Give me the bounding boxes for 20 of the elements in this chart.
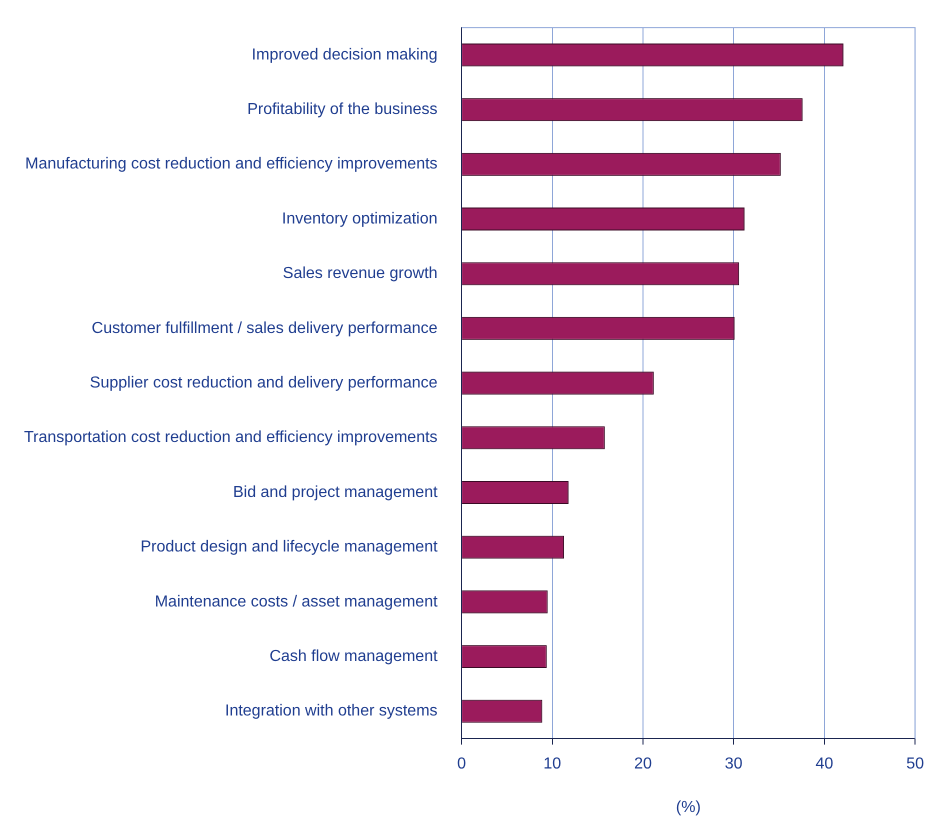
y-tick-label: Bid and project management bbox=[232, 484, 438, 501]
x-tick-label: 30 bbox=[724, 756, 743, 773]
y-tick-label: Maintenance costs / asset management bbox=[154, 593, 438, 610]
x-axis-title: (%) bbox=[676, 798, 701, 816]
y-tick-label: Manufacturing cost reduction and efficiency improvements bbox=[25, 156, 438, 173]
x-tick-label: 10 bbox=[543, 756, 562, 773]
y-tick-label: Cash flow management bbox=[269, 648, 438, 665]
y-tick-label: Supplier cost reduction and delivery performance bbox=[90, 374, 438, 392]
x-tick-label: 20 bbox=[634, 756, 652, 773]
y-tick-label: Customer fulfillment / sales delivery performance bbox=[92, 320, 438, 337]
y-tick-label: Improved decision making bbox=[252, 46, 438, 64]
y-tick-label: Profitability of the business bbox=[247, 101, 438, 118]
y-tick-label: Product design and lifecycle management bbox=[140, 538, 438, 556]
y-tick-label: Integration with other systems bbox=[224, 702, 438, 720]
x-tick-label: 50 bbox=[906, 756, 924, 773]
x-tick-label: 0 bbox=[457, 756, 466, 773]
x-tick-label: 40 bbox=[815, 756, 834, 773]
y-tick-label: Sales revenue growth bbox=[282, 265, 438, 282]
y-tick-label: Inventory optimization bbox=[282, 210, 438, 228]
y-tick-label: Transportation cost reduction and efficiency improvements bbox=[24, 429, 438, 446]
